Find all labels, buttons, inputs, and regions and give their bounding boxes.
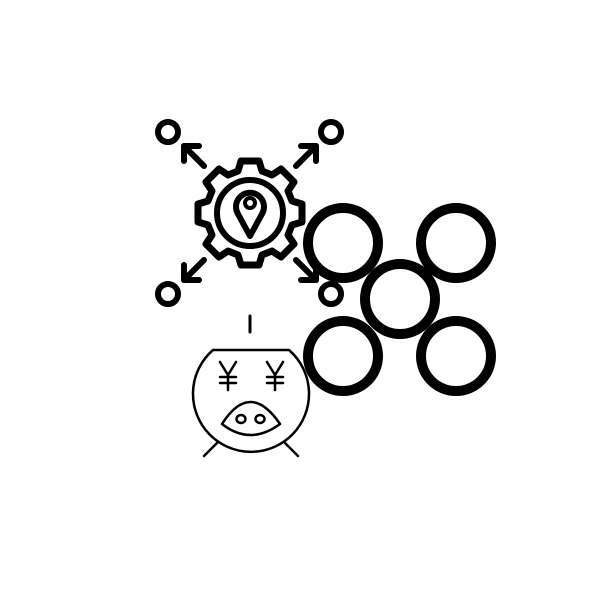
node-top-right-icon <box>318 119 344 145</box>
piggy-leg-left <box>202 441 219 458</box>
gear-inner-circle <box>214 177 286 249</box>
yen-eye-left-icon <box>218 360 238 392</box>
nostril-right <box>254 413 266 425</box>
node-top-left-icon <box>155 119 181 145</box>
ring-bottom-left-icon <box>303 316 383 396</box>
ring-center-icon <box>360 259 440 339</box>
piggy-leg-right <box>283 441 300 458</box>
node-bottom-left-icon <box>155 281 181 307</box>
node-bottom-right-icon <box>318 281 344 307</box>
gear-location-icon <box>155 119 344 307</box>
piggy-snout-icon <box>220 400 282 437</box>
arrow-up-left-icon <box>181 143 207 169</box>
five-rings-icon <box>303 203 496 396</box>
ring-top-right-icon <box>416 203 496 283</box>
piggy-body-icon <box>191 348 311 453</box>
arrow-up-right-icon <box>293 143 319 169</box>
ring-top-left-icon <box>303 203 383 283</box>
arrow-down-left-icon <box>181 257 207 283</box>
gear-icon <box>194 157 306 269</box>
ring-bottom-right-icon <box>416 316 496 396</box>
piggy-bank-icon <box>191 314 311 458</box>
location-pin-dot <box>243 196 257 210</box>
location-pin-icon <box>233 189 267 239</box>
yen-eye-right-icon <box>265 360 285 392</box>
nostril-left <box>235 413 247 425</box>
